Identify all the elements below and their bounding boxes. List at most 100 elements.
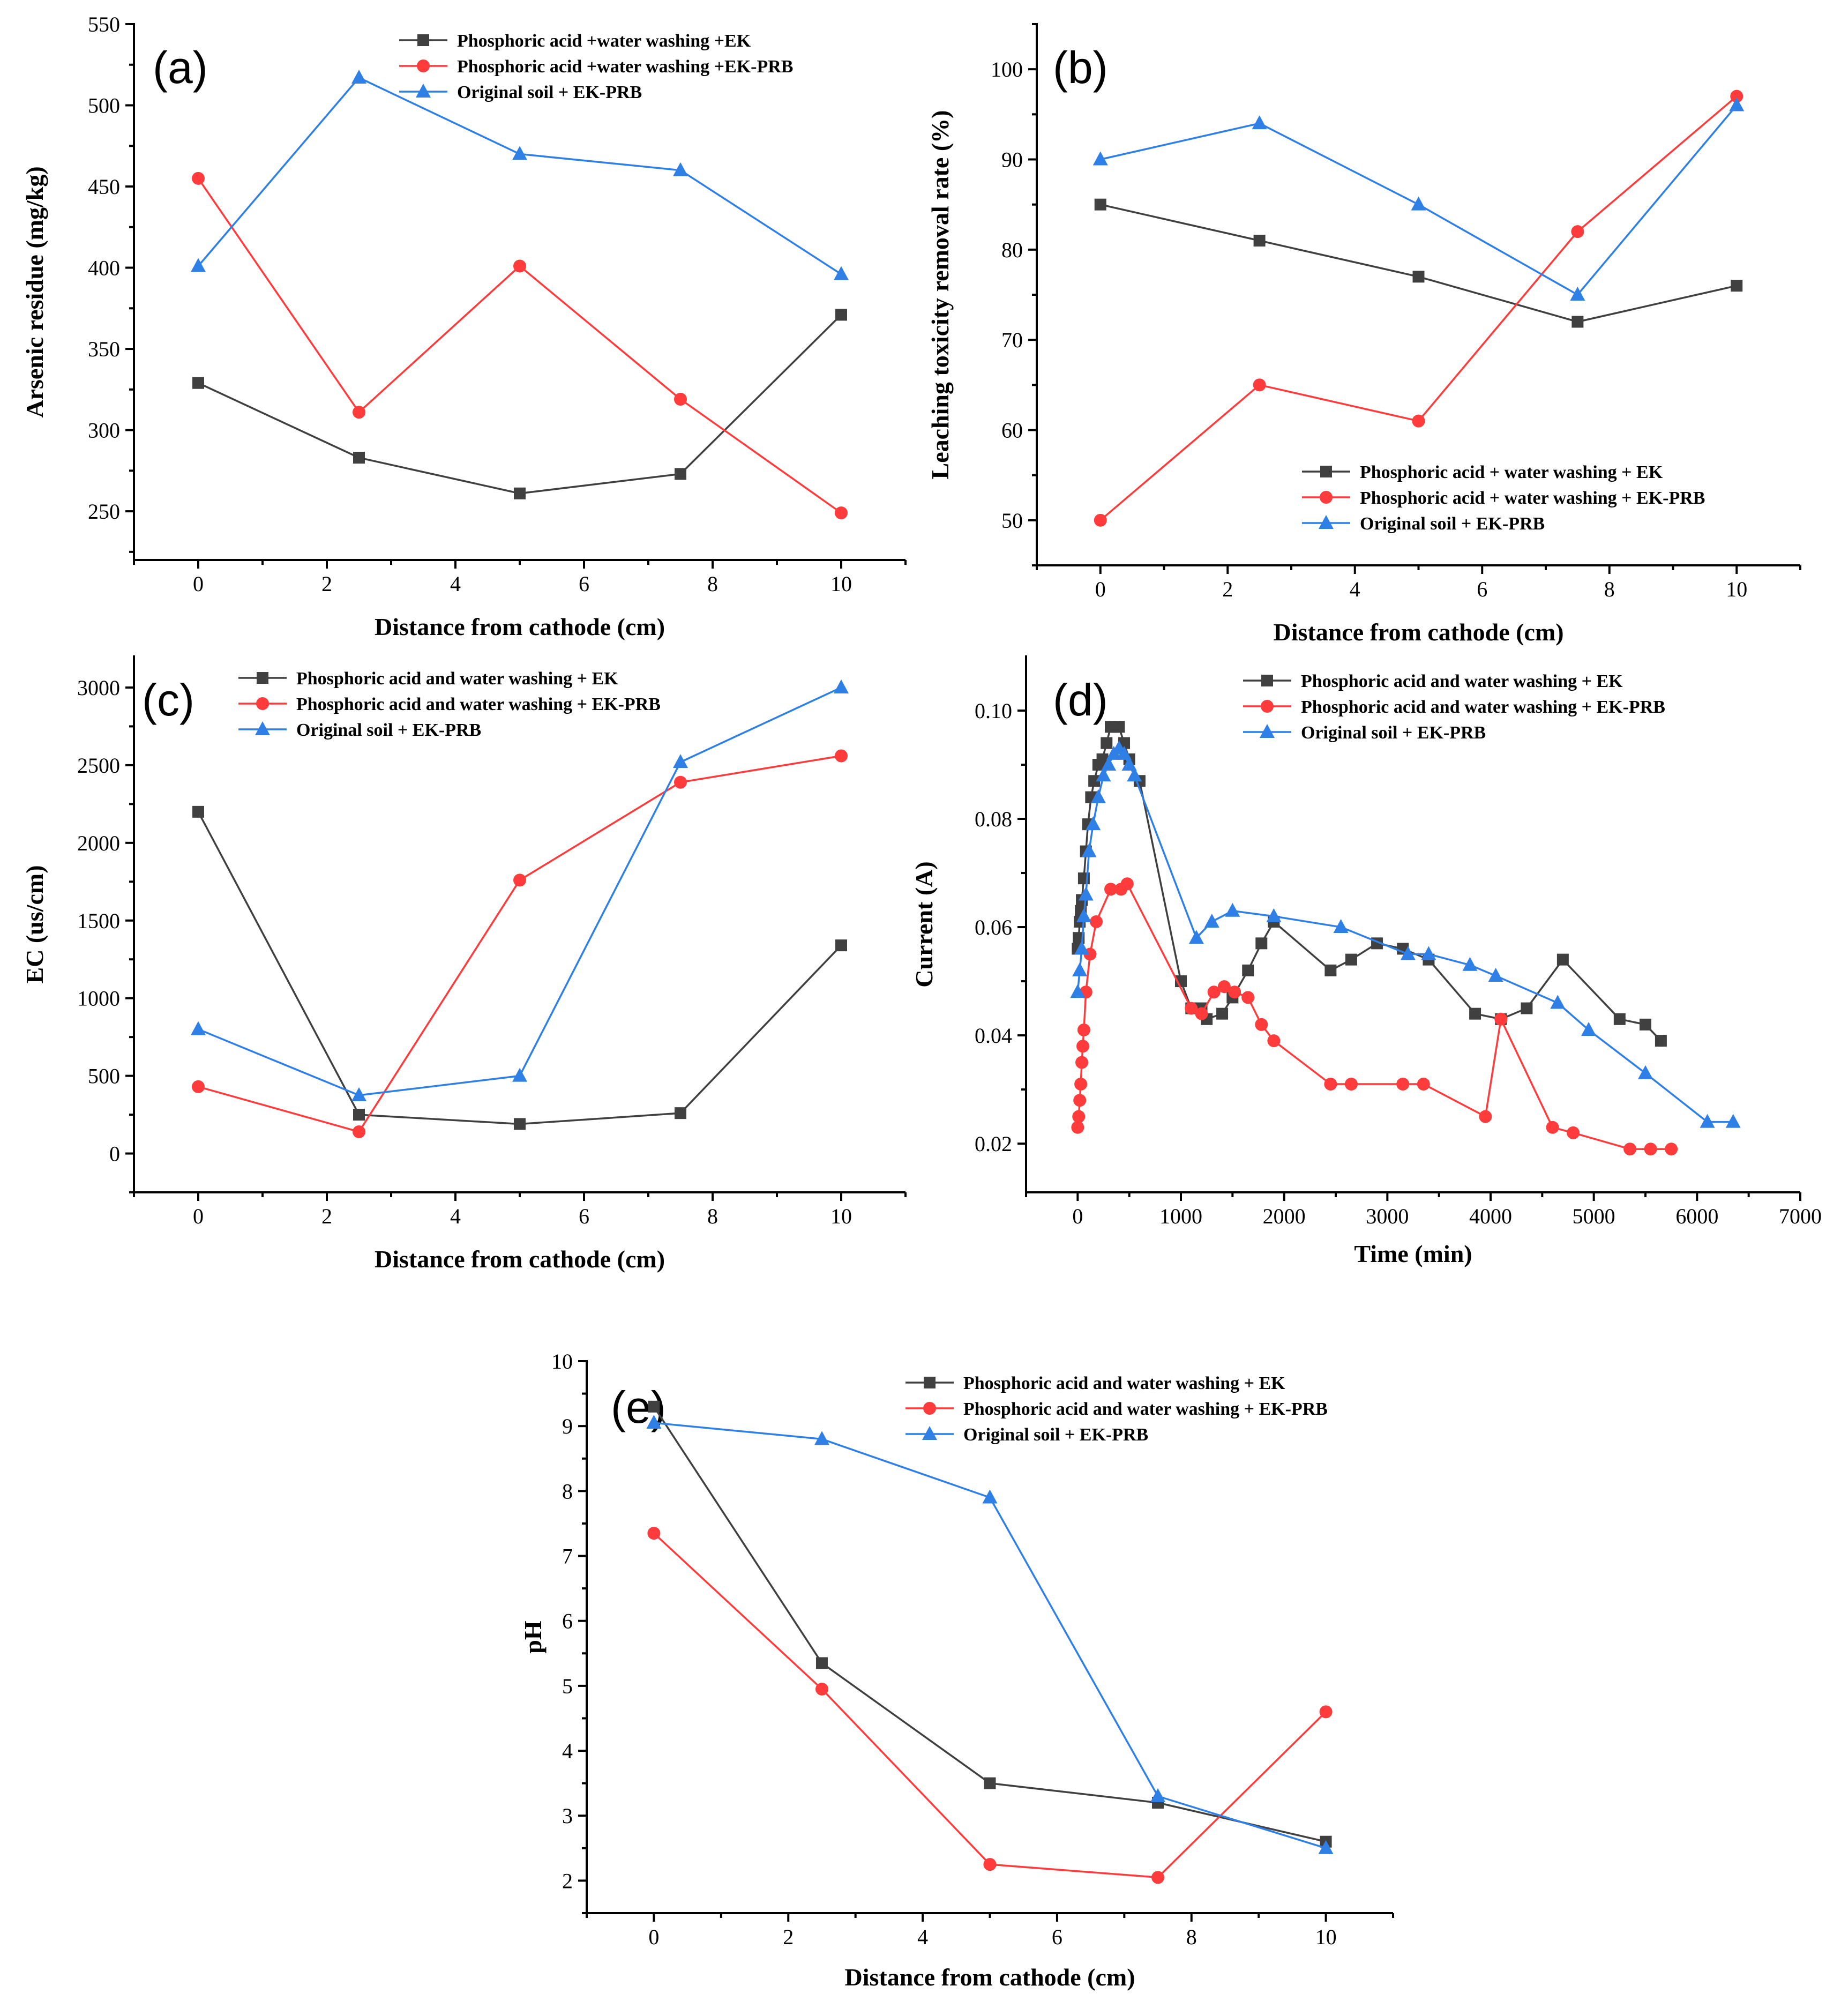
series-0 [1094,198,1743,328]
data-point [1253,235,1266,247]
data-point [1333,919,1349,934]
y-tick-label: 0.08 [975,807,1012,831]
data-point [1101,757,1117,771]
y-tick-label: 7 [562,1544,573,1569]
y-tick-label: 550 [88,12,120,36]
data-point [1581,1021,1597,1036]
data-point [814,1431,829,1445]
y-tick-label: 2 [562,1869,573,1893]
x-axis-label: Distance from cathode (cm) [1273,618,1563,646]
legend-marker [1319,515,1334,529]
data-point [1071,1121,1084,1134]
data-point [1570,287,1585,301]
x-tick-label: 10 [830,1204,852,1228]
data-point [674,393,687,406]
data-point [353,1109,365,1121]
y-tick-label: 9 [562,1414,573,1438]
data-point [1076,908,1091,922]
series-2 [191,70,849,280]
y-tick-label: 5 [562,1674,573,1698]
data-point [1074,940,1090,955]
data-point [1127,767,1142,782]
y-axis-label: Arsenic residue (mg/kg) [21,166,48,417]
data-point [1417,1077,1430,1091]
data-point [1571,316,1584,328]
data-point [1086,816,1101,831]
data-point [815,1682,828,1696]
data-point [514,487,526,499]
chart-panel-2: 0 2 4 6 8 10 0 500 1000 1500 2000 2500 3000 Distance … [21,655,907,1273]
data-point [1319,1705,1333,1719]
data-point [1207,985,1221,999]
x-tick-label: 8 [1186,1925,1197,1949]
y-tick-label: 100 [991,57,1023,81]
data-point [1421,946,1436,960]
legend-label: Phosphoric acid and water washing + EK [296,669,618,689]
data-point [1076,1040,1089,1053]
data-point [1117,745,1132,760]
data-point [1072,1110,1086,1123]
data-point [646,1415,662,1429]
data-point [1092,151,1108,166]
data-point [673,754,688,768]
data-point [1479,1110,1492,1123]
legend-label: Phosphoric acid and water washing + EK-P… [1301,697,1665,717]
data-point [1094,513,1107,527]
x-tick-label: 6 [579,572,589,596]
y-tick-label: 2000 [77,831,120,855]
data-point [1090,789,1106,803]
data-point [1644,1143,1657,1156]
x-axis-label: Distance from cathode (cm) [844,1963,1135,1991]
legend-entry: Phosphoric acid and water washing + EK-P… [1243,697,1665,717]
data-point [1216,1007,1229,1020]
data-point [1665,1143,1678,1156]
data-point [1469,1007,1481,1020]
data-point [1411,196,1426,211]
data-point [1101,737,1113,749]
data-point [834,679,849,693]
data-point [1640,1018,1651,1031]
y-tick-label: 500 [88,94,120,118]
legend-entry: Original soil + EK-PRB [238,720,481,740]
y-tick-label: 500 [88,1064,120,1088]
data-point [512,146,527,160]
legend-marker [1261,675,1273,686]
data-point [1073,1094,1087,1107]
x-tick-label: 1000 [1159,1204,1202,1228]
series-0 [192,805,847,1130]
legend-marker [922,1426,937,1440]
legend-entry: Phosphoric acid + water washing + EK [1302,462,1663,482]
legend-label: Phosphoric acid and water washing + EK [1301,671,1623,691]
x-tick-label: 7000 [1779,1204,1822,1228]
data-point [1090,915,1103,928]
data-point [1253,378,1266,392]
x-tick-label: 2 [321,572,332,596]
data-point [353,1125,365,1138]
data-point [1731,280,1743,292]
legend-marker [416,84,431,98]
legend-label: Phosphoric acid and water washing + EK-P… [963,1399,1328,1419]
y-tick-label: 250 [88,499,120,524]
data-point [835,309,847,321]
y-tick-label: 8 [562,1479,573,1503]
y-tick-label: 0.04 [975,1024,1012,1048]
legend-label: Phosphoric acid +water washing +EK [457,31,751,51]
x-tick-label: 2 [321,1204,332,1228]
data-point [351,70,366,84]
data-point [1070,984,1086,998]
legend-label: Original soil + EK-PRB [1360,514,1545,534]
legend-marker [257,672,268,684]
data-point [1241,991,1255,1004]
data-point [1730,89,1743,103]
data-point [675,468,686,480]
data-point [834,266,849,280]
x-tick-label: 6 [579,1204,589,1228]
data-point [674,775,687,789]
data-point [514,1118,526,1130]
legend-entry: Phosphoric acid +water washing +EK [399,31,751,51]
x-tick-label: 6000 [1675,1204,1718,1228]
y-tick-label: 0.06 [975,915,1012,939]
data-point [1088,775,1101,787]
data-point [673,162,688,176]
